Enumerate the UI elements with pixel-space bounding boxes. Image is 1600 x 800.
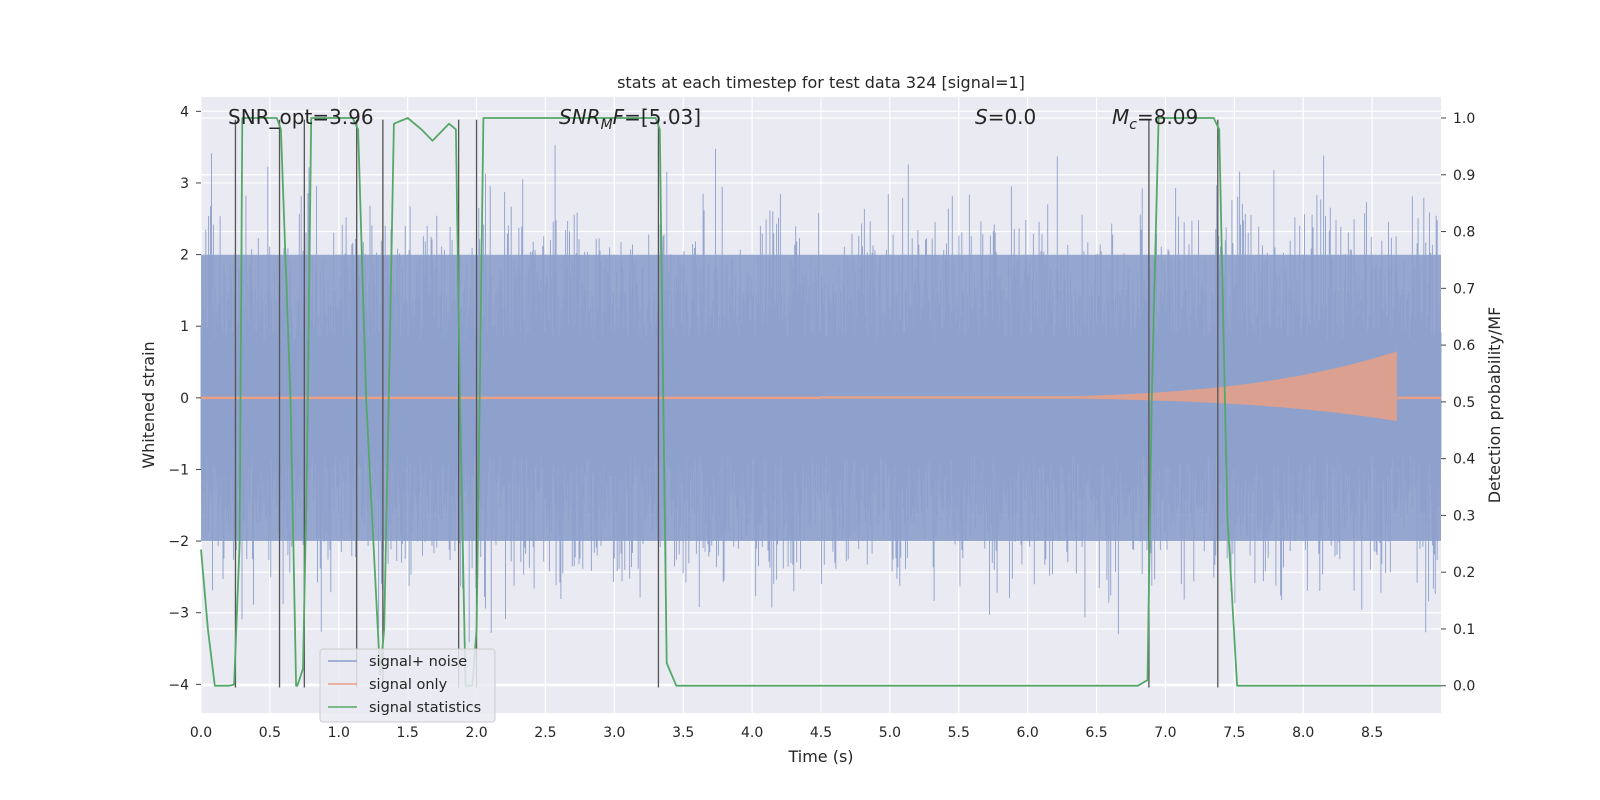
snr-opt-annotation: SNR_opt=3.96: [228, 105, 374, 129]
s-annotation: S=0.0: [975, 105, 1036, 129]
statistics-line: [200, 117, 1441, 687]
legend: signal+ noise signal only signal statist…: [319, 648, 496, 723]
y2-tick-label: 0.8: [1453, 225, 1475, 241]
y2-tick-label: 0.5: [1453, 395, 1475, 411]
y2-tick-label: 1.0: [1453, 111, 1475, 127]
x-tick-label: 1.0: [328, 725, 350, 741]
x-tick-label: 5.0: [879, 725, 901, 741]
x-tick-label: 3.5: [672, 725, 694, 741]
x-axis-ticks: 0.0 0.5 1.0 1.5 2.0 2.5 3.0 3.5 4.0 4.5 5.0 5.5 6.0 6…: [190, 725, 1383, 741]
legend-label-noise: signal+ noise: [369, 654, 467, 670]
y2-tick-label: 0.9: [1453, 168, 1475, 184]
y-tick-label: −2: [168, 534, 189, 550]
legend-box: [319, 648, 496, 723]
x-tick-label: 3.0: [603, 725, 625, 741]
signal-statistics-series: [200, 117, 1441, 687]
y2-tick-label: 0.1: [1453, 622, 1475, 638]
x-tick-label: 2.0: [465, 725, 487, 741]
y-tick-label: 3: [180, 176, 189, 192]
y2-axis-label: Detection probability/MF: [1485, 307, 1504, 504]
x-tick-label: 4.5: [810, 725, 832, 741]
x-tick-label: 8.0: [1292, 725, 1314, 741]
x-tick-label: 7.0: [1154, 725, 1176, 741]
legend-label-statistics: signal statistics: [369, 700, 481, 716]
mc-annotation: Mc=8.09: [1112, 105, 1198, 133]
y-axis-label: Whitened strain: [139, 341, 158, 468]
signal-chirp: [821, 351, 1397, 422]
y-tick-label: 0: [180, 391, 189, 407]
x-tick-label: 8.5: [1361, 725, 1383, 741]
y2-tick-label: 0.3: [1453, 508, 1475, 524]
y2-tick-label: 0.4: [1453, 452, 1475, 468]
y-tick-label: −1: [168, 462, 189, 478]
y2-tick-label: 0.7: [1453, 281, 1475, 297]
x-tick-label: 0.5: [259, 725, 281, 741]
y2-tick-label: 0.6: [1453, 338, 1475, 354]
y2-tick-label: 0.2: [1453, 565, 1475, 581]
y-tick-label: 4: [180, 104, 189, 120]
chart-title: stats at each timestep for test data 324…: [617, 73, 1025, 92]
right-axis-ticks: 1.0 0.9 0.8 0.7 0.6 0.5 0.4 0.3 0.2 0.1 0.0: [1441, 111, 1475, 695]
y-tick-label: −3: [168, 606, 189, 622]
left-axis-ticks: 4 3 2 1 0 −1 −2 −3 −4: [168, 104, 201, 693]
legend-label-signal: signal only: [369, 677, 448, 693]
x-tick-label: 1.5: [397, 725, 419, 741]
x-tick-label: 2.5: [534, 725, 556, 741]
x-tick-label: 6.5: [1085, 725, 1107, 741]
x-tick-label: 0.0: [190, 725, 212, 741]
x-tick-label: 5.5: [948, 725, 970, 741]
x-tick-label: 7.5: [1223, 725, 1245, 741]
y2-tick-label: 0.0: [1453, 679, 1475, 695]
snr-mf-annotation: SNRMF=[5.03]: [559, 105, 701, 133]
y-tick-label: 1: [180, 319, 189, 335]
y-tick-label: −4: [168, 677, 189, 693]
x-tick-label: 6.0: [1017, 725, 1039, 741]
y-tick-label: 2: [180, 248, 189, 264]
x-tick-label: 4.0: [741, 725, 763, 741]
x-axis-label: Time (s): [787, 747, 853, 766]
